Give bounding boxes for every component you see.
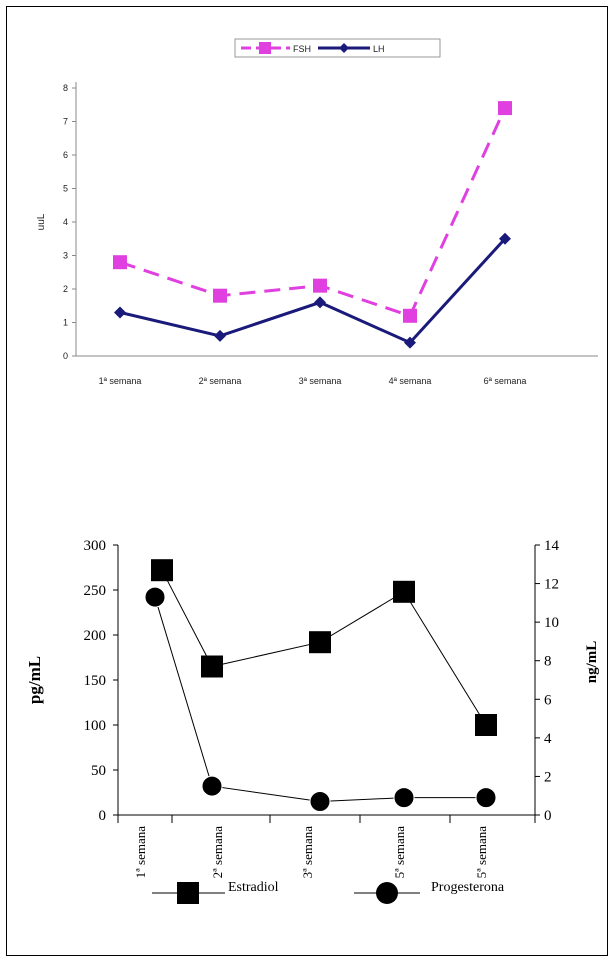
- y-right-tick-label: 14: [544, 538, 560, 554]
- data-point-estradiol: [393, 580, 415, 603]
- legend: Estradiol Progesterona: [152, 880, 505, 904]
- data-point-lh: [314, 296, 326, 309]
- data-point-progesterona: [144, 586, 166, 608]
- y-tick-label: 7: [63, 117, 68, 127]
- y-tick-label: 5: [63, 184, 68, 194]
- legend-marker-progesterona: [376, 882, 398, 904]
- y-tick-label: 2: [63, 284, 68, 294]
- y-right-tick-label: 10: [544, 615, 559, 631]
- data-point-lh: [499, 232, 511, 245]
- legend-label-progesterona: Progesterona: [431, 880, 505, 895]
- y-left-tick-label: 200: [84, 628, 107, 644]
- data-point-progesterona: [475, 787, 497, 809]
- y-right-tick-label: 0: [544, 808, 552, 824]
- data-point-progesterona: [309, 791, 331, 812]
- legend-label-lh: LH: [373, 44, 385, 54]
- y-right-tick-label: 12: [544, 577, 559, 593]
- y-tick-label: 1: [63, 318, 68, 328]
- y-left-axis-label: pg/mL: [25, 656, 44, 704]
- data-point-fsh: [498, 101, 512, 116]
- legend-label-estradiol: Estradiol: [228, 880, 279, 895]
- y-left-tick-label: 300: [84, 538, 107, 554]
- x-tick-label: 3ª semana: [300, 826, 315, 879]
- data-point-fsh: [213, 288, 227, 303]
- legend-marker-lh: [339, 43, 349, 53]
- x-tick-label: 2ª semana: [210, 826, 225, 879]
- y-right-tick-label: 6: [544, 692, 552, 708]
- y-axis-label: uuL: [36, 213, 47, 230]
- y-left-tick-label: 50: [91, 763, 106, 779]
- legend-label-fsh: FSH: [293, 44, 311, 54]
- data-point-lh: [404, 336, 416, 349]
- legend: FSH LH: [234, 38, 441, 58]
- y-left-tick-label: 0: [99, 808, 107, 824]
- data-point-estradiol: [475, 714, 497, 736]
- x-tick-label: 4ª semana: [389, 376, 432, 386]
- legend-marker-estradiol: [177, 882, 199, 904]
- data-point-estradiol: [201, 655, 223, 678]
- y-right-tick-label: 2: [544, 769, 552, 785]
- x-tick-label: 5ª semana: [474, 826, 489, 879]
- y-tick-label: 4: [63, 217, 68, 227]
- figure-frame: [6, 6, 608, 956]
- data-point-progesterona: [393, 787, 415, 809]
- data-point-fsh: [113, 255, 127, 270]
- data-point-lh: [214, 329, 226, 342]
- y-left-tick-label: 150: [84, 673, 107, 689]
- x-tick-label: 6ª semana: [484, 376, 527, 386]
- chart-hormones-fsh-lh: 0 1 2 3 4 5 6 7 8 uuL 1ª semana 2ª semana 3ª semana 4…: [36, 38, 598, 386]
- data-point-progesterona: [201, 775, 223, 797]
- y-left-tick-label: 250: [84, 583, 107, 599]
- x-tick-label: 1ª semana: [99, 376, 142, 386]
- data-point-fsh: [403, 308, 417, 323]
- legend-marker-fsh: [259, 42, 271, 54]
- x-tick-label: 3ª semana: [299, 376, 342, 386]
- x-tick-label: 2ª semana: [199, 376, 242, 386]
- y-right-tick-label: 4: [544, 731, 552, 747]
- series-line-progesterona: [154, 596, 486, 803]
- y-tick-label: 3: [63, 251, 68, 261]
- data-point-estradiol: [151, 559, 173, 582]
- y-tick-label: 6: [63, 150, 68, 160]
- data-point-lh: [114, 306, 126, 319]
- y-left-tick-label: 100: [84, 718, 107, 734]
- y-tick-label: 8: [63, 83, 68, 93]
- y-right-tick-label: 8: [544, 654, 552, 670]
- data-point-fsh: [313, 278, 327, 293]
- y-tick-label: 0: [63, 351, 68, 361]
- data-point-estradiol: [309, 631, 331, 654]
- x-tick-label: 1ª semana: [133, 826, 148, 879]
- x-tick-label: 5ª semana: [392, 826, 407, 879]
- y-right-axis-label: ng/mL: [584, 641, 600, 684]
